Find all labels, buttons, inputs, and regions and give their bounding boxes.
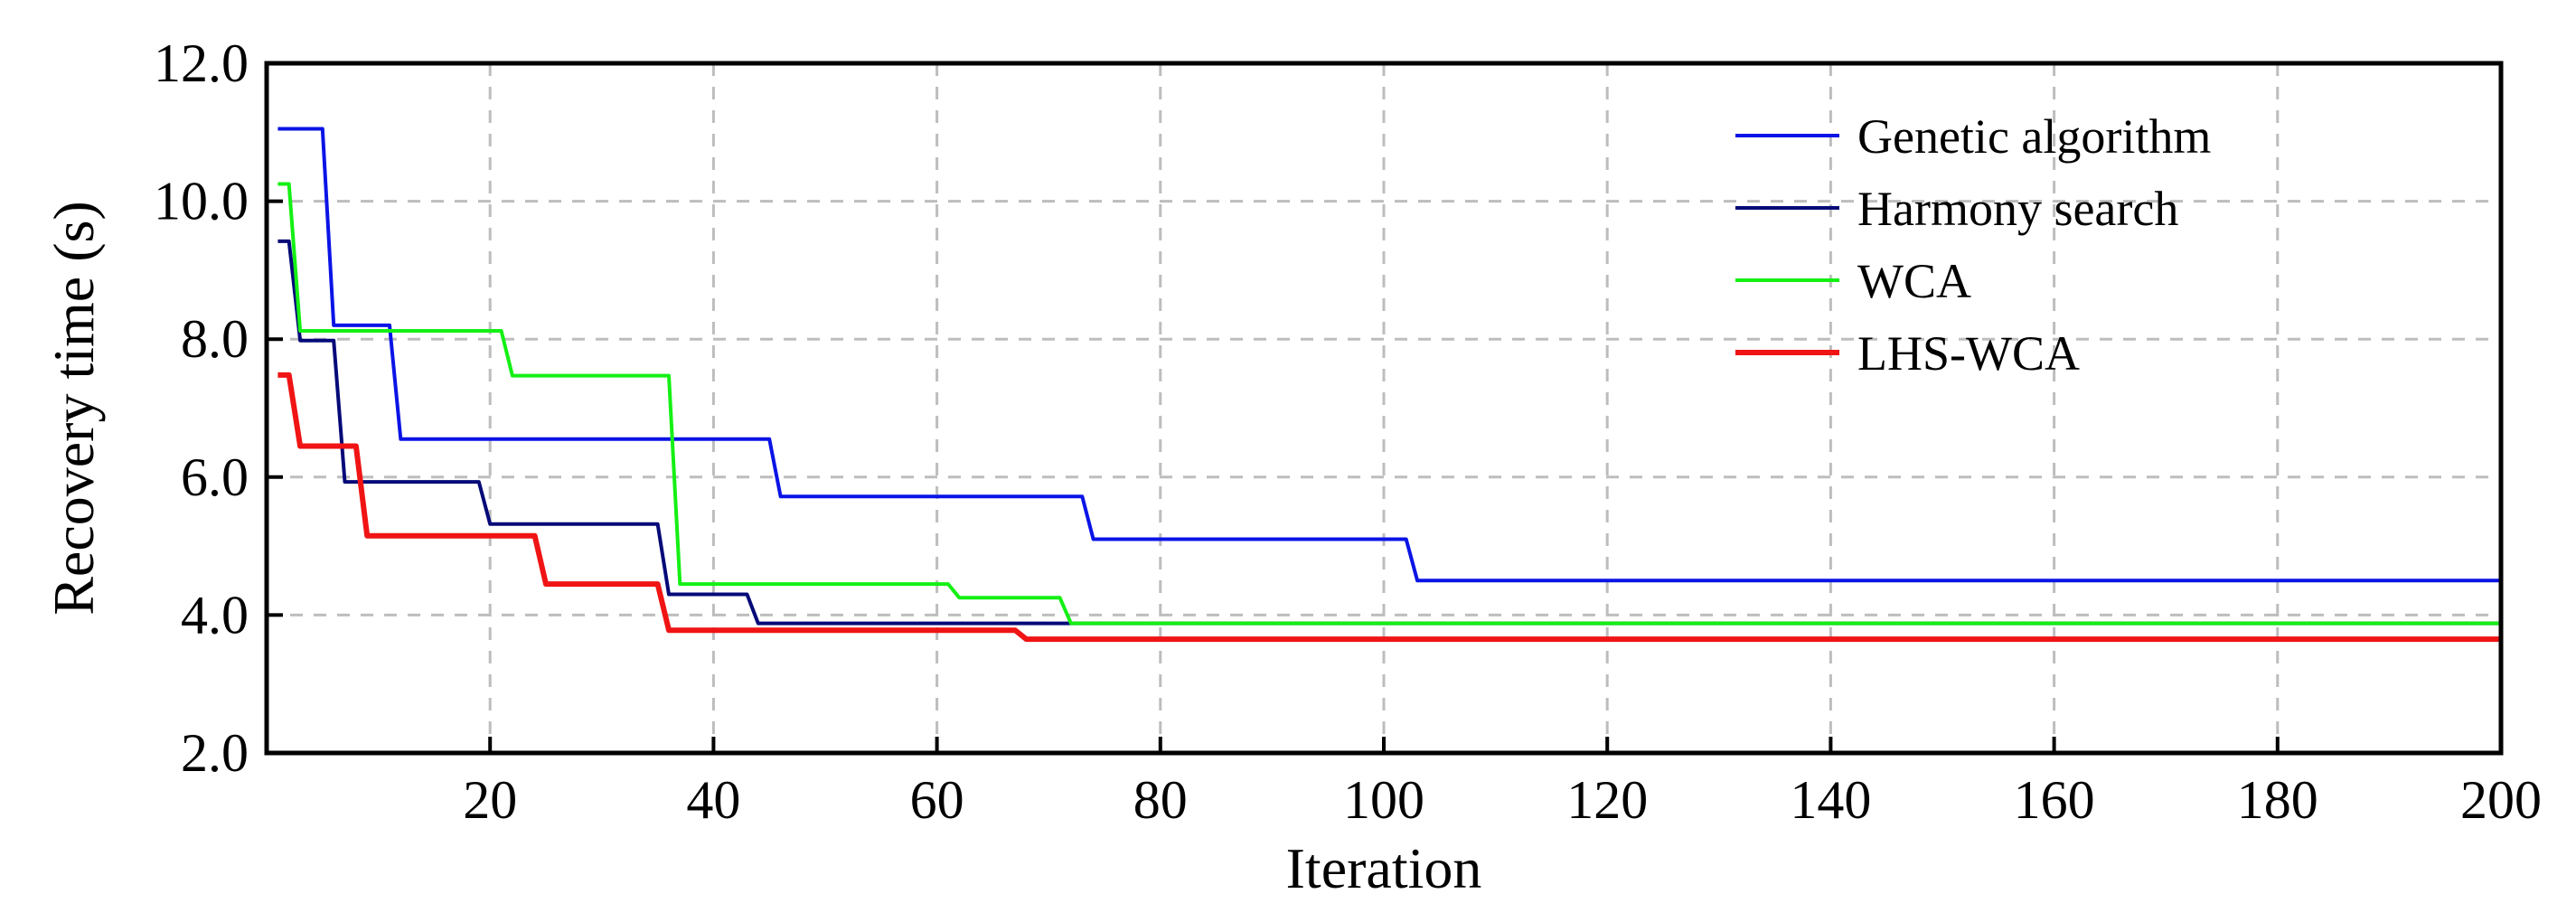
x-tick-labels: 20 40 60 80 100 120 140 160 180 200 — [463, 770, 2542, 830]
series-line-lhs-wca — [277, 372, 2501, 643]
y-axis-title: Recovery time (s) — [42, 201, 106, 616]
legend-label-harmony-search: Harmony search — [1857, 182, 2178, 236]
legend: Genetic algorithm Harmony search WCA LHS-WC… — [1735, 109, 2211, 381]
x-axis-title: Iteration — [1286, 836, 1482, 900]
x-tick-label: 80 — [1133, 770, 1188, 830]
x-tick-label: 200 — [2460, 770, 2542, 830]
series-lines — [277, 127, 2501, 643]
y-tick-label: 2.0 — [181, 723, 249, 783]
legend-label-genetic-algorithm: Genetic algorithm — [1857, 109, 2211, 164]
series-line-harmony-search — [277, 239, 2501, 626]
x-tick-label: 60 — [910, 770, 964, 830]
y-tick-label: 4.0 — [181, 585, 249, 644]
x-tick-label: 40 — [686, 770, 740, 830]
grid-lines — [267, 63, 2501, 753]
y-tick-labels: 2.0 4.0 6.0 8.0 10.0 12.0 — [154, 33, 249, 783]
x-tick-label: 20 — [463, 770, 517, 830]
x-tick-label: 180 — [2237, 770, 2318, 830]
y-tick-label: 12.0 — [154, 33, 249, 93]
axis-ticks — [267, 61, 2503, 755]
y-tick-label: 8.0 — [181, 309, 249, 369]
x-tick-label: 100 — [1343, 770, 1424, 830]
series-line-genetic-algorithm — [277, 127, 2501, 583]
x-tick-label: 140 — [1790, 770, 1871, 830]
x-tick-label: 160 — [2014, 770, 2095, 830]
legend-label-wca: WCA — [1857, 254, 1971, 308]
legend-label-lhs-wca: LHS-WCA — [1857, 326, 2080, 381]
x-tick-label: 120 — [1566, 770, 1648, 830]
y-tick-label: 6.0 — [181, 447, 249, 507]
y-tick-label: 10.0 — [154, 172, 249, 231]
series-line-wca — [277, 182, 2501, 626]
